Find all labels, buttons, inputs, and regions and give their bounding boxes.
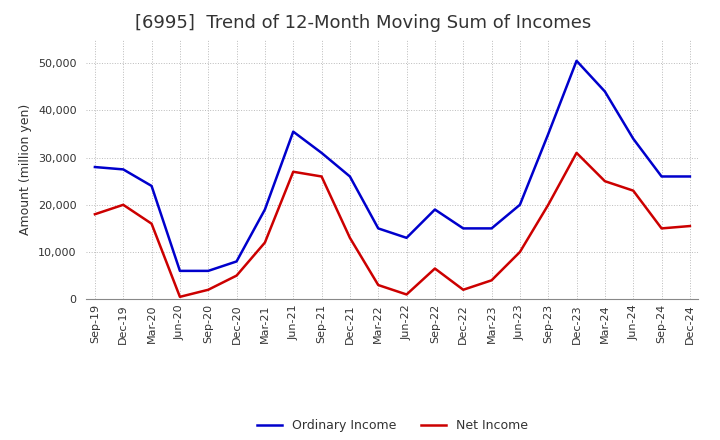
- Net Income: [516, 249, 524, 255]
- Ordinary Income: [318, 150, 326, 155]
- Ordinary Income: [685, 174, 694, 179]
- Net Income: [119, 202, 127, 207]
- Ordinary Income: [431, 207, 439, 212]
- Text: [6995]  Trend of 12-Month Moving Sum of Incomes: [6995] Trend of 12-Month Moving Sum of I…: [135, 15, 592, 33]
- Ordinary Income: [119, 167, 127, 172]
- Net Income: [261, 240, 269, 245]
- Net Income: [572, 150, 581, 155]
- Ordinary Income: [459, 226, 467, 231]
- Net Income: [629, 188, 637, 193]
- Ordinary Income: [402, 235, 411, 241]
- Net Income: [318, 174, 326, 179]
- Ordinary Income: [487, 226, 496, 231]
- Net Income: [657, 226, 666, 231]
- Net Income: [402, 292, 411, 297]
- Ordinary Income: [629, 136, 637, 141]
- Legend: Ordinary Income, Net Income: Ordinary Income, Net Income: [252, 414, 533, 437]
- Ordinary Income: [204, 268, 212, 274]
- Ordinary Income: [516, 202, 524, 207]
- Net Income: [431, 266, 439, 271]
- Ordinary Income: [148, 183, 156, 189]
- Ordinary Income: [657, 174, 666, 179]
- Net Income: [487, 278, 496, 283]
- Net Income: [289, 169, 297, 174]
- Line: Ordinary Income: Ordinary Income: [95, 61, 690, 271]
- Net Income: [600, 179, 609, 184]
- Ordinary Income: [374, 226, 382, 231]
- Ordinary Income: [346, 174, 354, 179]
- Net Income: [233, 273, 241, 278]
- Net Income: [459, 287, 467, 293]
- Ordinary Income: [289, 129, 297, 134]
- Ordinary Income: [600, 89, 609, 94]
- Y-axis label: Amount (million yen): Amount (million yen): [19, 104, 32, 235]
- Ordinary Income: [544, 132, 552, 137]
- Net Income: [148, 221, 156, 226]
- Net Income: [91, 212, 99, 217]
- Net Income: [346, 235, 354, 241]
- Ordinary Income: [572, 58, 581, 63]
- Line: Net Income: Net Income: [95, 153, 690, 297]
- Net Income: [374, 282, 382, 288]
- Ordinary Income: [91, 165, 99, 170]
- Ordinary Income: [176, 268, 184, 274]
- Net Income: [685, 224, 694, 229]
- Ordinary Income: [233, 259, 241, 264]
- Ordinary Income: [261, 207, 269, 212]
- Net Income: [176, 294, 184, 300]
- Net Income: [544, 202, 552, 207]
- Net Income: [204, 287, 212, 293]
